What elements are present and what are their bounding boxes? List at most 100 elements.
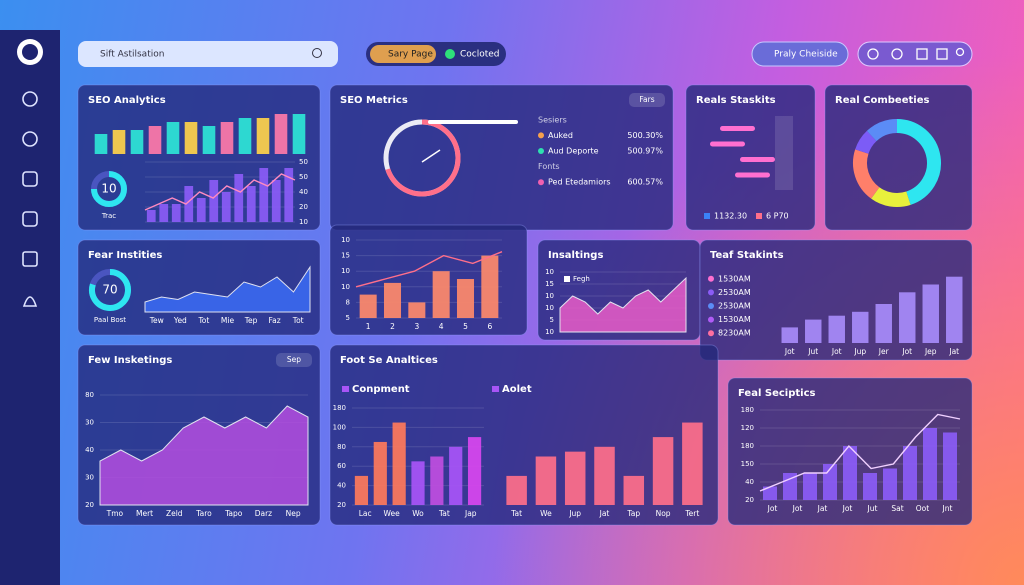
legend-label: 1530AM [718, 274, 751, 283]
bar [852, 311, 869, 343]
bar [481, 255, 499, 318]
axis-label: 180 [333, 404, 346, 412]
axis-label: 60 [337, 462, 346, 470]
sidebar [0, 30, 60, 585]
x-tick-label: Mie [221, 316, 235, 325]
panel-title: Feal Seciptics [738, 388, 815, 399]
axis-label: 8 [346, 298, 350, 306]
nav-icon[interactable] [22, 251, 38, 267]
bar [828, 315, 845, 343]
x-tick-label: Faz [269, 316, 281, 325]
bar [354, 475, 369, 505]
axis-label: 40 [299, 188, 308, 196]
panel-title: Teaf Stakints [710, 250, 784, 261]
tool-icon[interactable] [891, 48, 903, 60]
x-tick-label: Jap [464, 509, 477, 518]
x-tick-label: Sat [891, 504, 903, 513]
legend-swatch [708, 303, 714, 309]
chart-swatch [492, 386, 499, 392]
x-tick-label: Jot [792, 504, 803, 513]
legend-label: 1132.30 [714, 212, 747, 221]
legend-swatch [708, 316, 714, 323]
axis-label: 15 [545, 280, 554, 288]
tool-icon[interactable] [955, 47, 965, 57]
tool-icon[interactable] [936, 48, 948, 60]
legend-label: 2530AM [718, 288, 751, 297]
bar [923, 428, 937, 500]
bar [922, 284, 939, 343]
panel-button-label: Fars [639, 95, 654, 104]
x-tick-label: Tep [244, 316, 258, 325]
x-tick-label: Jnt [942, 504, 953, 513]
bar [274, 114, 288, 154]
legend-swatch [538, 179, 544, 186]
axis-label: 10 [341, 236, 350, 244]
bar [467, 437, 482, 505]
panel-title: Few Insketings [88, 355, 172, 366]
search-box[interactable] [78, 41, 338, 67]
legend-label: 8230AM [718, 329, 751, 338]
nav-icon[interactable] [22, 91, 38, 107]
nav-icon[interactable] [22, 211, 38, 227]
x-tick-label: Jot [901, 347, 912, 356]
x-tick-label: 4 [439, 322, 444, 331]
account-pill[interactable] [751, 41, 849, 67]
nav-icon[interactable] [22, 131, 38, 147]
tab[interactable]: Sary Page [388, 50, 433, 60]
bar [392, 422, 406, 505]
search-text: Sift Astilsation [100, 50, 164, 60]
legend-label: Sesiers [538, 115, 567, 124]
ring-value: 70 [102, 283, 117, 297]
x-tick-label: Jut [807, 347, 818, 356]
x-tick-label: Jot [831, 347, 842, 356]
panel [329, 344, 719, 526]
gantt-backdrop [775, 116, 793, 190]
legend-label: 2530AM [718, 302, 751, 311]
panel-title: Real Combeeties [835, 95, 929, 106]
x-tick-label: Jot [767, 504, 778, 513]
bar [682, 422, 703, 505]
x-tick-label: Lac [359, 509, 372, 518]
tab-active[interactable] [370, 45, 436, 63]
panel [329, 224, 528, 336]
tool-icon[interactable] [867, 48, 879, 60]
axis-label: 20 [299, 203, 308, 211]
toolbar [857, 41, 973, 67]
panel-button[interactable] [629, 93, 665, 107]
bar [146, 210, 156, 222]
axis-label: 15 [341, 252, 350, 260]
x-tick-label: Jut [867, 504, 878, 513]
nav-icon[interactable] [22, 171, 38, 187]
x-tick-label: Taro [195, 509, 212, 518]
x-tick-label: Jep [924, 347, 937, 356]
legend-label: Ped Etedamiors [548, 178, 611, 187]
x-tick-label: Tapo [224, 509, 243, 518]
ring-arc [91, 171, 127, 207]
axis-label: 10 [341, 283, 350, 291]
x-tick-label: Tot [292, 316, 304, 325]
donut-segment [866, 119, 898, 142]
legend-swatch [756, 213, 762, 219]
panel-button[interactable] [276, 353, 312, 367]
panel-title: Fear Instities [88, 250, 162, 261]
axis-label: 50 [299, 158, 308, 166]
x-tick-label: Darz [255, 509, 272, 518]
x-tick-label: Jer [878, 347, 890, 356]
panel [329, 84, 674, 231]
nav-icon[interactable] [22, 296, 38, 307]
bar [623, 475, 645, 505]
gantt-bar [740, 157, 775, 162]
panel-title: SEO Analytics [88, 95, 166, 106]
search-icon [312, 48, 322, 58]
axis-label: 10 [545, 328, 554, 336]
bar [903, 446, 917, 500]
legend-swatch [564, 276, 570, 282]
tool-icon[interactable] [916, 48, 928, 60]
legend-label: 1530AM [718, 315, 751, 324]
axis-label: 180 [741, 406, 754, 414]
axis-label: 120 [741, 424, 754, 432]
x-tick-label: 1 [366, 322, 371, 331]
x-tick-label: 2 [390, 322, 395, 331]
area [559, 276, 687, 333]
tab[interactable]: Cocloted [460, 50, 500, 60]
